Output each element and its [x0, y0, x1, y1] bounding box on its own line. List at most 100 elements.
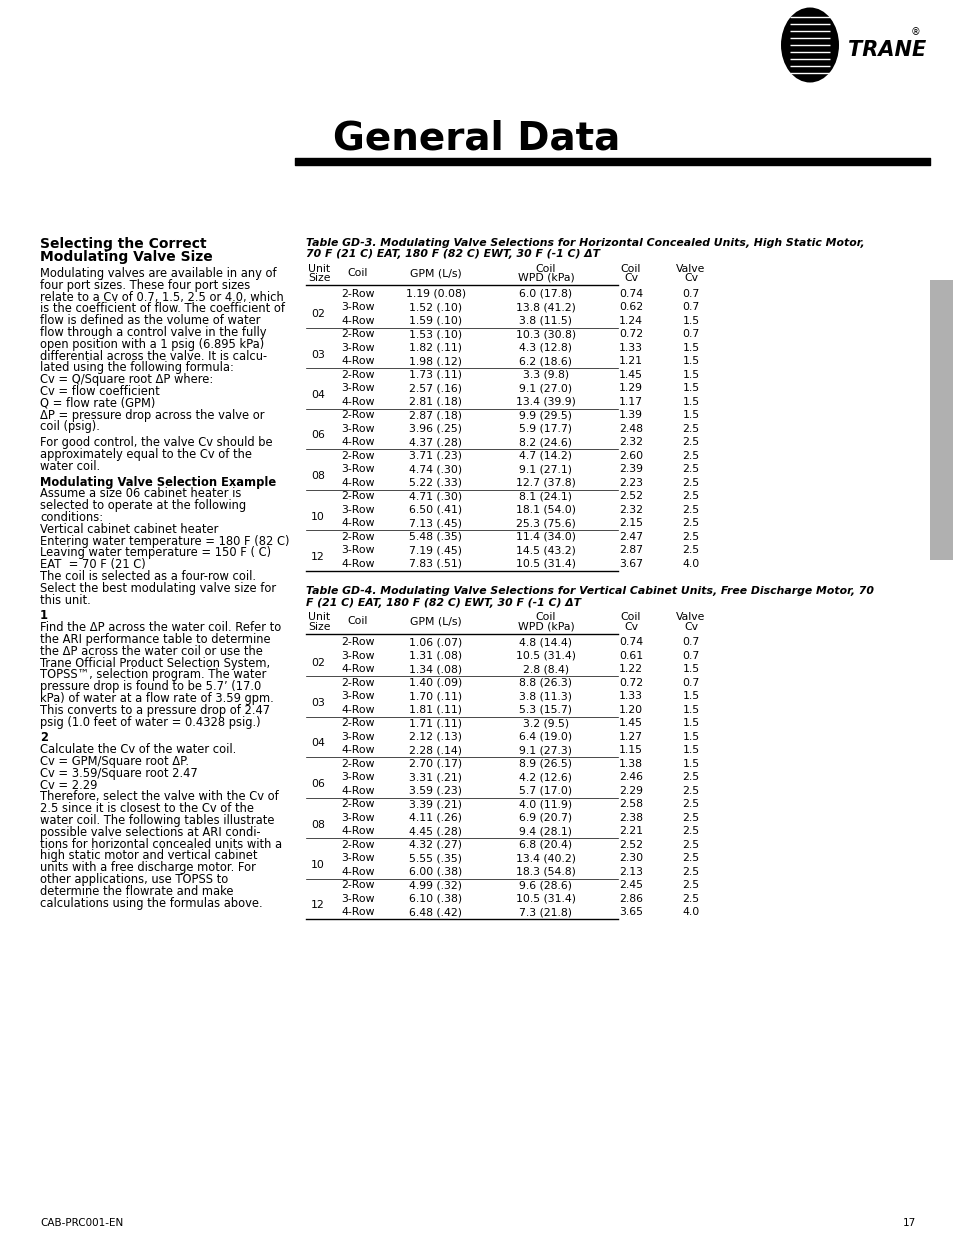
Text: TOPSS™, selection program. The water: TOPSS™, selection program. The water — [40, 668, 266, 682]
Text: 9.4 (28.1): 9.4 (28.1) — [519, 826, 572, 836]
Text: 1.5: 1.5 — [681, 343, 699, 353]
Text: Cv = flow coefficient: Cv = flow coefficient — [40, 385, 159, 398]
Text: 3-Row: 3-Row — [341, 464, 375, 474]
Text: 2.8 (8.4): 2.8 (8.4) — [522, 664, 569, 674]
Text: calculations using the formulas above.: calculations using the formulas above. — [40, 897, 262, 910]
Text: 2.58: 2.58 — [618, 799, 642, 809]
Text: 4.0: 4.0 — [681, 558, 699, 569]
Text: CAB-PRC001-EN: CAB-PRC001-EN — [40, 1218, 123, 1228]
Text: 0.62: 0.62 — [618, 303, 642, 312]
Text: 3.3 (9.8): 3.3 (9.8) — [522, 369, 569, 379]
Text: Coil: Coil — [620, 613, 640, 622]
Text: 10: 10 — [311, 860, 325, 869]
Text: kPa) of water at a flow rate of 3.59 gpm.: kPa) of water at a flow rate of 3.59 gpm… — [40, 692, 274, 705]
Text: General Data: General Data — [333, 119, 620, 157]
Text: 13.8 (41.2): 13.8 (41.2) — [516, 303, 576, 312]
Text: 4.0 (11.9): 4.0 (11.9) — [518, 799, 572, 809]
Text: 0.61: 0.61 — [618, 651, 642, 661]
Text: 2.5: 2.5 — [681, 478, 699, 488]
Text: relate to a Cv of 0.7, 1.5, 2.5 or 4.0, which: relate to a Cv of 0.7, 1.5, 2.5 or 4.0, … — [40, 290, 283, 304]
Text: Modulating valves are available in any of: Modulating valves are available in any o… — [40, 267, 276, 280]
Text: Coil: Coil — [536, 613, 556, 622]
Text: four port sizes. These four port sizes: four port sizes. These four port sizes — [40, 279, 250, 291]
Text: 3.65: 3.65 — [618, 908, 642, 918]
Text: flow through a control valve in the fully: flow through a control valve in the full… — [40, 326, 266, 338]
Text: This converts to a pressure drop of 2.47: This converts to a pressure drop of 2.47 — [40, 704, 270, 716]
Text: 06: 06 — [311, 431, 325, 441]
Text: Coil: Coil — [620, 264, 640, 274]
Text: 4.32 (.27): 4.32 (.27) — [409, 840, 462, 850]
Text: 1.22: 1.22 — [618, 664, 642, 674]
Text: 2-Row: 2-Row — [341, 840, 375, 850]
Text: 1.98 (.12): 1.98 (.12) — [409, 356, 462, 367]
Text: 3-Row: 3-Row — [341, 772, 375, 782]
Text: 3.39 (.21): 3.39 (.21) — [409, 799, 462, 809]
Text: Valve: Valve — [676, 264, 705, 274]
Text: 4.2 (12.6): 4.2 (12.6) — [519, 772, 572, 782]
Text: 1.5: 1.5 — [681, 410, 699, 420]
Text: 1.5: 1.5 — [681, 383, 699, 393]
Text: 2.5: 2.5 — [681, 867, 699, 877]
Text: high static motor and vertical cabinet: high static motor and vertical cabinet — [40, 850, 257, 862]
Text: tions for horizontal concealed units with a: tions for horizontal concealed units wit… — [40, 837, 282, 851]
Text: 1.5: 1.5 — [681, 369, 699, 379]
Text: flow is defined as the volume of water: flow is defined as the volume of water — [40, 314, 260, 327]
Text: 2.5: 2.5 — [681, 853, 699, 863]
Text: 9.1 (27.1): 9.1 (27.1) — [519, 464, 572, 474]
Text: other applications, use TOPSS to: other applications, use TOPSS to — [40, 873, 228, 885]
Text: 2.5: 2.5 — [681, 772, 699, 782]
Text: 3-Row: 3-Row — [341, 813, 375, 823]
Text: 25.3 (75.6): 25.3 (75.6) — [516, 519, 576, 529]
Text: Cv: Cv — [683, 273, 698, 283]
Text: 2-Row: 2-Row — [341, 330, 375, 340]
Text: 7.19 (.45): 7.19 (.45) — [409, 545, 462, 556]
Text: 2.86: 2.86 — [618, 894, 642, 904]
Text: 18.1 (54.0): 18.1 (54.0) — [516, 505, 576, 515]
Text: 2.5 since it is closest to the Cv of the: 2.5 since it is closest to the Cv of the — [40, 803, 253, 815]
Text: coil (psig).: coil (psig). — [40, 420, 100, 433]
Text: 0.7: 0.7 — [681, 289, 699, 299]
Text: 2.39: 2.39 — [618, 464, 642, 474]
Text: 11.4 (34.0): 11.4 (34.0) — [516, 532, 576, 542]
Text: Table GD-4. Modulating Valve Selections for Vertical Cabinet Units, Free Dischar: Table GD-4. Modulating Valve Selections … — [306, 587, 873, 597]
Text: 4.45 (.28): 4.45 (.28) — [409, 826, 462, 836]
Text: Size: Size — [308, 273, 330, 283]
Text: 1.5: 1.5 — [681, 745, 699, 756]
Text: 1.34 (.08): 1.34 (.08) — [409, 664, 462, 674]
Text: 2.21: 2.21 — [618, 826, 642, 836]
Text: Select the best modulating valve size for: Select the best modulating valve size fo… — [40, 582, 275, 595]
Text: Cv: Cv — [623, 621, 638, 631]
Text: 4-Row: 4-Row — [341, 558, 375, 569]
Text: psig (1.0 feet of water = 0.4328 psig.): psig (1.0 feet of water = 0.4328 psig.) — [40, 715, 260, 729]
Text: Coil: Coil — [536, 264, 556, 274]
Text: 2.12 (.13): 2.12 (.13) — [409, 732, 462, 742]
Text: selected to operate at the following: selected to operate at the following — [40, 499, 246, 513]
Text: 0.7: 0.7 — [681, 651, 699, 661]
Text: 2-Row: 2-Row — [341, 799, 375, 809]
Text: 1.5: 1.5 — [681, 664, 699, 674]
Text: 2.5: 2.5 — [681, 532, 699, 542]
Text: 1.70 (.11): 1.70 (.11) — [409, 692, 462, 701]
Text: 2.23: 2.23 — [618, 478, 642, 488]
Text: 0.7: 0.7 — [681, 330, 699, 340]
Text: 4.99 (.32): 4.99 (.32) — [409, 881, 462, 890]
Text: 6.0 (17.8): 6.0 (17.8) — [518, 289, 572, 299]
Text: 2-Row: 2-Row — [341, 758, 375, 768]
Text: 8.9 (26.5): 8.9 (26.5) — [519, 758, 572, 768]
Text: 70 F (21 C) EAT, 180 F (82 C) EWT, 30 F (-1 C) ΔT: 70 F (21 C) EAT, 180 F (82 C) EWT, 30 F … — [306, 249, 599, 259]
Text: Leaving water temperature = 150 F ( C): Leaving water temperature = 150 F ( C) — [40, 546, 271, 559]
Text: 0.7: 0.7 — [681, 303, 699, 312]
Text: 1.81 (.11): 1.81 (.11) — [409, 705, 462, 715]
Text: 4-Row: 4-Row — [341, 316, 375, 326]
Text: 2.81 (.18): 2.81 (.18) — [409, 396, 462, 406]
Text: 2.70 (.17): 2.70 (.17) — [409, 758, 462, 768]
Text: 4-Row: 4-Row — [341, 826, 375, 836]
Text: 5.7 (17.0): 5.7 (17.0) — [518, 785, 572, 795]
Bar — [929, 280, 953, 559]
Text: 5.3 (15.7): 5.3 (15.7) — [519, 705, 572, 715]
Text: 3.59 (.23): 3.59 (.23) — [409, 785, 462, 795]
Text: 5.22 (.33): 5.22 (.33) — [409, 478, 462, 488]
Text: 5.9 (17.7): 5.9 (17.7) — [519, 424, 572, 433]
Text: 2.13: 2.13 — [618, 867, 642, 877]
Text: 7.3 (21.8): 7.3 (21.8) — [519, 908, 572, 918]
